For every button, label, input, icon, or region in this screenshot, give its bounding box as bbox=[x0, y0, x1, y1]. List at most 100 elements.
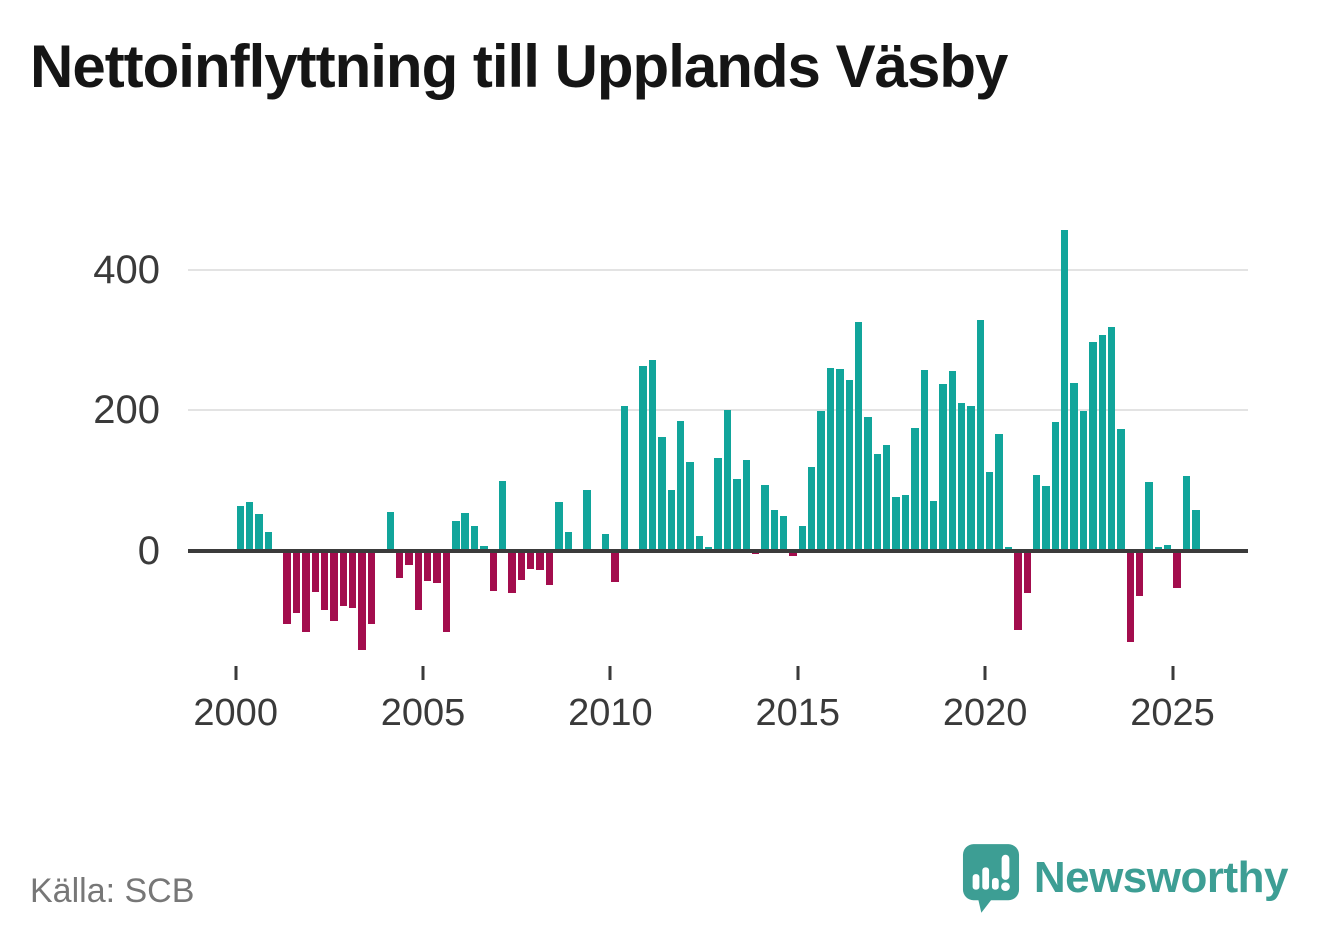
bar bbox=[901, 494, 910, 551]
bar bbox=[330, 551, 338, 622]
x-axis-label-2025: 2025 bbox=[1130, 692, 1215, 734]
logo-bar-3 bbox=[991, 878, 999, 890]
newsworthy-wordmark: Newsworthy bbox=[1033, 853, 1289, 902]
bar bbox=[517, 551, 526, 580]
x-axis-label-2000: 2000 bbox=[193, 692, 278, 734]
bar bbox=[1023, 551, 1031, 594]
logo-exclamation-dot bbox=[1000, 882, 1010, 892]
bar bbox=[461, 513, 469, 551]
gridline-400 bbox=[188, 268, 1248, 271]
bar bbox=[264, 532, 273, 551]
bar bbox=[845, 380, 853, 551]
bar bbox=[311, 551, 319, 592]
bar bbox=[920, 370, 928, 551]
bar bbox=[1117, 428, 1125, 551]
bar bbox=[695, 536, 704, 551]
bar bbox=[339, 551, 348, 606]
gridline-200 bbox=[188, 409, 1248, 412]
bar bbox=[892, 496, 900, 551]
bar bbox=[686, 462, 694, 551]
y-axis-label-400: 400 bbox=[93, 247, 160, 292]
bar bbox=[1070, 382, 1078, 551]
bar bbox=[433, 551, 441, 583]
bar bbox=[1145, 482, 1153, 551]
bar bbox=[246, 502, 254, 551]
bar bbox=[1004, 546, 1013, 551]
bar bbox=[602, 534, 610, 551]
newsworthy-bubble-icon bbox=[962, 844, 1019, 913]
bar bbox=[1182, 475, 1191, 551]
bar bbox=[639, 365, 647, 551]
bar bbox=[1032, 475, 1041, 551]
bar bbox=[1164, 544, 1172, 551]
x-axis-label-2015: 2015 bbox=[755, 692, 841, 734]
bar bbox=[358, 551, 366, 651]
bar bbox=[939, 383, 947, 551]
bar bbox=[1014, 551, 1022, 630]
bar bbox=[367, 551, 376, 625]
y-axis-label-0: 0 bbox=[137, 529, 160, 573]
bar bbox=[1107, 326, 1116, 551]
y-axis-label-200: 200 bbox=[93, 388, 160, 433]
bar bbox=[648, 360, 657, 551]
bar bbox=[836, 369, 844, 551]
bar bbox=[452, 521, 460, 551]
zero-line bbox=[188, 549, 1248, 553]
x-axis-tick-2015 bbox=[796, 666, 800, 680]
bar bbox=[405, 551, 413, 566]
bar bbox=[1173, 551, 1181, 588]
bar bbox=[779, 515, 788, 551]
bar bbox=[714, 458, 722, 551]
x-axis-tick-2020 bbox=[983, 666, 987, 680]
bar bbox=[976, 319, 985, 551]
bar bbox=[817, 411, 825, 551]
bar bbox=[967, 406, 975, 551]
bar bbox=[1061, 230, 1069, 551]
bar bbox=[1042, 486, 1050, 551]
bar bbox=[705, 546, 713, 551]
bar bbox=[395, 551, 404, 578]
bar bbox=[948, 370, 956, 551]
bar bbox=[480, 546, 488, 551]
bar bbox=[236, 505, 245, 551]
bar bbox=[564, 532, 572, 551]
bar bbox=[555, 501, 563, 551]
bar bbox=[583, 489, 591, 551]
bar bbox=[667, 489, 675, 551]
bar bbox=[283, 551, 291, 625]
source-note: Källa: SCB bbox=[30, 872, 195, 910]
bar bbox=[349, 551, 357, 608]
bar bbox=[498, 481, 507, 551]
logo-bar-1 bbox=[972, 874, 980, 890]
bar bbox=[733, 479, 741, 551]
bar bbox=[1079, 411, 1088, 551]
bar bbox=[986, 471, 994, 551]
bar bbox=[864, 416, 872, 551]
bar bbox=[1098, 335, 1106, 551]
x-axis-label-2010: 2010 bbox=[568, 692, 653, 734]
bar bbox=[386, 512, 394, 551]
bar bbox=[508, 551, 516, 594]
bar bbox=[761, 484, 769, 551]
bar bbox=[873, 453, 882, 551]
bar bbox=[620, 406, 629, 551]
bar bbox=[1135, 551, 1144, 597]
bar bbox=[798, 525, 807, 551]
bar bbox=[742, 460, 750, 551]
bar bbox=[658, 437, 666, 551]
x-axis-tick-2000 bbox=[234, 666, 238, 680]
bar bbox=[302, 551, 310, 632]
bar bbox=[789, 551, 797, 556]
bar bbox=[911, 427, 919, 551]
bar bbox=[808, 466, 816, 551]
bar bbox=[957, 403, 966, 551]
chart-title: Nettoinflyttning till Upplands Väsby bbox=[30, 33, 1008, 100]
bar bbox=[424, 551, 432, 581]
bar bbox=[255, 513, 263, 551]
bar bbox=[442, 551, 451, 632]
bar bbox=[770, 510, 779, 551]
bar bbox=[292, 551, 301, 613]
bar bbox=[723, 410, 732, 551]
